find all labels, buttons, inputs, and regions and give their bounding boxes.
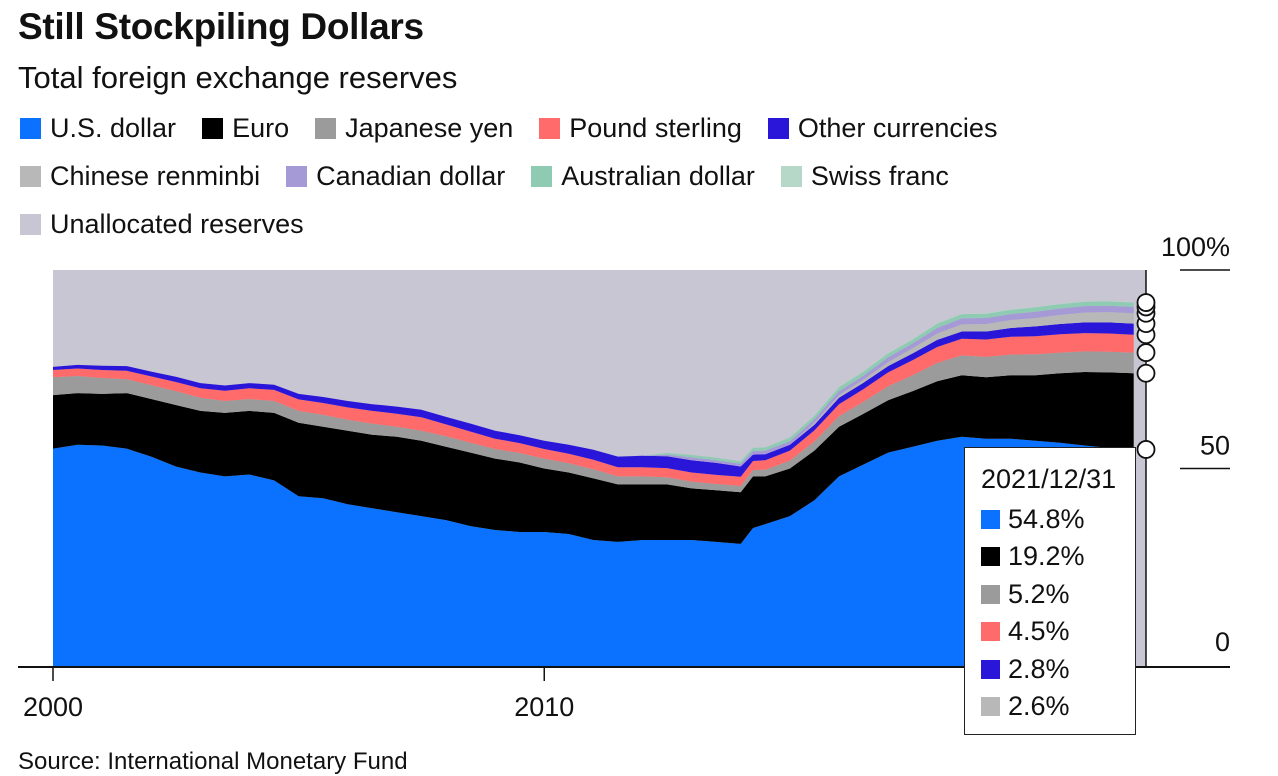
legend-swatch bbox=[20, 165, 41, 187]
tooltip-value: 54.8% bbox=[1008, 503, 1085, 534]
area-japanese-yen bbox=[53, 351, 1134, 493]
legend-item-australian-dollar: Australian dollar bbox=[531, 160, 755, 191]
legend-swatch bbox=[315, 117, 337, 139]
tooltip-row: 4.5% bbox=[981, 616, 1070, 647]
legend-label: Japanese yen bbox=[345, 112, 514, 143]
tooltip-value: 1.6% bbox=[1008, 729, 1070, 735]
tooltip-swatch bbox=[981, 509, 1000, 529]
tooltip-swatch bbox=[981, 622, 1000, 641]
hover-marker bbox=[1136, 440, 1156, 459]
tooltip-value: 5.2% bbox=[1008, 578, 1070, 609]
legend-swatch bbox=[531, 165, 553, 187]
legend-label: Chinese renminbi bbox=[50, 160, 261, 191]
source-note: Source: International Monetary Fund bbox=[18, 748, 408, 775]
legend-label: Unallocated reserves bbox=[50, 208, 304, 239]
x-tick-label: 2000 bbox=[23, 692, 83, 722]
tooltip-value: 4.5% bbox=[1008, 616, 1070, 646]
legend-item-canadian-dollar: Canadian dollar bbox=[286, 160, 506, 191]
tooltip-row: 2.8% bbox=[981, 654, 1070, 684]
legend-item-other-currencies: Other currencies bbox=[767, 112, 998, 143]
legend-item-unallocated-reserves: Unallocated reserves bbox=[20, 208, 304, 239]
legend-item-euro: Euro bbox=[202, 112, 290, 143]
legend-item-pound-sterling: Pound sterling bbox=[539, 112, 742, 143]
tooltip-date: 2021/12/31 bbox=[981, 464, 1117, 494]
hover-marker bbox=[1136, 293, 1156, 312]
tooltip-value: 2.6% bbox=[1008, 691, 1070, 721]
legend-label: Other currencies bbox=[797, 112, 998, 143]
legend-swatch bbox=[202, 117, 224, 139]
tooltip-swatch bbox=[981, 547, 1000, 566]
hover-marker bbox=[1136, 363, 1156, 383]
legend-swatch bbox=[539, 117, 561, 139]
legend-item-swiss-franc: Swiss franc bbox=[780, 160, 949, 191]
y-tick-label: 50 bbox=[1200, 431, 1230, 461]
tooltip-value: 2.8% bbox=[1008, 653, 1070, 684]
legend-label: Pound sterling bbox=[569, 112, 742, 143]
chart-title: Still Stockpiling Dollars bbox=[18, 6, 424, 47]
area-euro bbox=[53, 372, 1134, 544]
legend-label: Euro bbox=[232, 112, 290, 143]
y-tick-label: 0 bbox=[1215, 627, 1230, 657]
tooltip-swatch bbox=[981, 584, 1000, 604]
legend-label: U.S. dollar bbox=[50, 112, 177, 143]
legend-item-japanese-yen: Japanese yen bbox=[315, 112, 514, 143]
legend-swatch bbox=[20, 117, 41, 139]
legend-swatch bbox=[780, 165, 802, 187]
y-tick-label: 100% bbox=[1161, 232, 1230, 262]
chart-subtitle: Total foreign exchange reserves bbox=[18, 60, 458, 95]
legend: U.S. dollar Euro Japanese yen Pound sterlin… bbox=[20, 112, 1120, 239]
area-pound-sterling bbox=[53, 333, 1134, 486]
legend-swatch bbox=[767, 117, 789, 139]
legend-item-chinese-renminbi: Chinese renminbi bbox=[20, 160, 261, 191]
hover-marker bbox=[1136, 343, 1156, 362]
legend-label: Australian dollar bbox=[561, 160, 755, 191]
tooltip-row: 54.8% bbox=[981, 504, 1085, 534]
area-u-s-dollar bbox=[53, 436, 1134, 667]
tooltip-row: 19.2% bbox=[981, 541, 1085, 572]
legend-swatch bbox=[286, 165, 308, 187]
tooltip-row: 1.6% bbox=[981, 729, 1070, 735]
tooltip-swatch bbox=[981, 697, 1000, 716]
hover-tooltip: 2021/12/31 54.8% 19.2% 5.2% 4.5% 2.8% 2.6% 1.6… bbox=[964, 447, 1136, 735]
legend-label: Swiss franc bbox=[810, 160, 949, 191]
legend-label: Canadian dollar bbox=[316, 160, 506, 191]
tooltip-row: 2.6% bbox=[981, 691, 1070, 722]
legend-item-u-s-dollar: U.S. dollar bbox=[20, 112, 177, 143]
tooltip-swatch bbox=[981, 735, 1000, 736]
tooltip-value: 19.2% bbox=[1008, 541, 1085, 571]
tooltip-swatch bbox=[981, 659, 1000, 679]
x-tick-label: 2010 bbox=[514, 692, 574, 722]
legend-swatch bbox=[20, 213, 41, 235]
tooltip-row: 5.2% bbox=[981, 579, 1070, 609]
